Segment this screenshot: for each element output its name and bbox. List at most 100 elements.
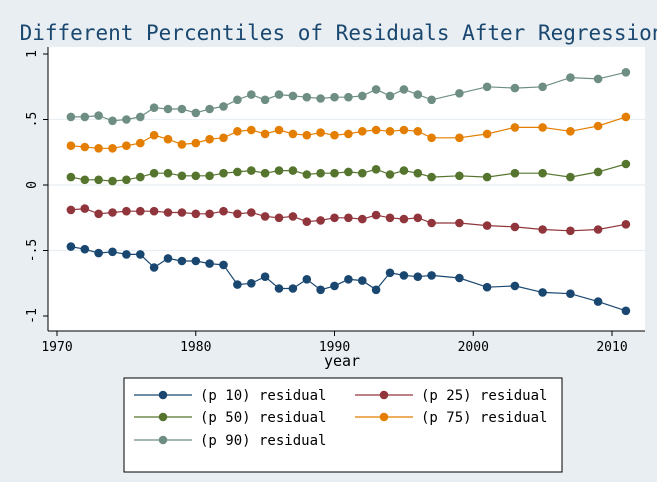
- y-tick-label: 0: [25, 181, 40, 189]
- data-point: [122, 115, 131, 124]
- data-point: [593, 225, 603, 234]
- data-point: [66, 242, 76, 251]
- series-3: [66, 159, 631, 186]
- data-point: [177, 104, 187, 114]
- data-point: [302, 170, 312, 179]
- data-point: [163, 104, 173, 114]
- data-point: [288, 166, 298, 175]
- data-point: [233, 167, 242, 177]
- data-point: [385, 127, 395, 136]
- data-point: [80, 175, 90, 185]
- data-point: [247, 90, 256, 99]
- data-point: [205, 209, 214, 219]
- data-point: [274, 166, 284, 175]
- data-point: [108, 144, 117, 153]
- data-point: [621, 68, 631, 77]
- data-point: [482, 221, 492, 230]
- data-point: [136, 138, 145, 148]
- data-point: [288, 284, 298, 293]
- data-point: [399, 125, 409, 135]
- data-point: [385, 170, 395, 179]
- data-point: [358, 168, 367, 178]
- data-point: [191, 256, 201, 266]
- data-point: [316, 285, 325, 295]
- data-point: [482, 172, 492, 182]
- data-point: [316, 168, 325, 178]
- data-point: [566, 73, 575, 82]
- data-point: [344, 167, 353, 177]
- data-point: [219, 102, 228, 111]
- data-point: [247, 125, 256, 135]
- data-point: [191, 209, 201, 219]
- series-5: [66, 68, 631, 126]
- data-point: [80, 244, 90, 254]
- data-point: [566, 226, 575, 236]
- data-point: [94, 111, 103, 120]
- legend-item: (p 25) residual: [355, 388, 547, 404]
- data-point: [316, 128, 325, 137]
- legend-label: (p 90) residual: [200, 433, 326, 449]
- data-point: [385, 213, 395, 223]
- data-point: [260, 212, 270, 221]
- data-point: [427, 218, 436, 228]
- data-point: [288, 212, 298, 221]
- data-point: [316, 216, 325, 225]
- data-point: [538, 288, 547, 297]
- data-point: [621, 220, 631, 229]
- data-point: [593, 121, 603, 131]
- x-tick-label: 1990: [319, 340, 350, 355]
- data-point: [427, 172, 436, 182]
- data-point: [136, 206, 145, 216]
- data-point: [163, 168, 173, 178]
- data-point: [358, 276, 367, 285]
- data-point: [66, 172, 76, 182]
- data-point: [260, 272, 270, 282]
- data-point: [233, 95, 242, 105]
- data-point: [482, 282, 492, 292]
- series-2: [66, 204, 631, 236]
- legend-label: (p 10) residual: [200, 388, 326, 404]
- legend-swatch-marker: [379, 412, 389, 422]
- data-point: [205, 104, 214, 114]
- data-point: [330, 281, 339, 291]
- data-point: [330, 92, 339, 102]
- data-point: [510, 123, 520, 132]
- data-point: [538, 82, 547, 92]
- data-point: [399, 271, 409, 280]
- data-point: [344, 129, 353, 139]
- data-point: [427, 133, 436, 143]
- data-point: [371, 285, 381, 295]
- data-point: [122, 175, 131, 185]
- data-point: [621, 159, 631, 169]
- legend-item: (p 75) residual: [355, 410, 547, 426]
- data-point: [455, 218, 464, 228]
- data-point: [80, 112, 90, 122]
- x-tick-label: 2010: [596, 340, 627, 355]
- data-point: [330, 213, 339, 223]
- data-point: [344, 92, 353, 102]
- data-point: [385, 268, 395, 278]
- data-point: [455, 133, 464, 143]
- data-point: [163, 208, 173, 217]
- data-point: [302, 275, 312, 284]
- x-axis-label: year: [324, 352, 360, 370]
- data-point: [455, 273, 464, 283]
- data-point: [219, 260, 228, 270]
- y-tick-label: .5: [25, 112, 40, 128]
- data-point: [302, 130, 312, 140]
- x-tick-label: 1970: [41, 340, 72, 355]
- series-1: [66, 242, 631, 316]
- data-point: [413, 272, 423, 282]
- data-point: [260, 129, 270, 139]
- plot-area: [48, 47, 645, 331]
- data-point: [593, 297, 603, 306]
- legend-label: (p 75) residual: [421, 410, 547, 426]
- legend-box: [123, 377, 563, 473]
- data-point: [108, 176, 117, 186]
- data-point: [621, 306, 631, 316]
- data-point: [149, 206, 159, 216]
- data-point: [482, 129, 492, 139]
- data-point: [149, 168, 159, 178]
